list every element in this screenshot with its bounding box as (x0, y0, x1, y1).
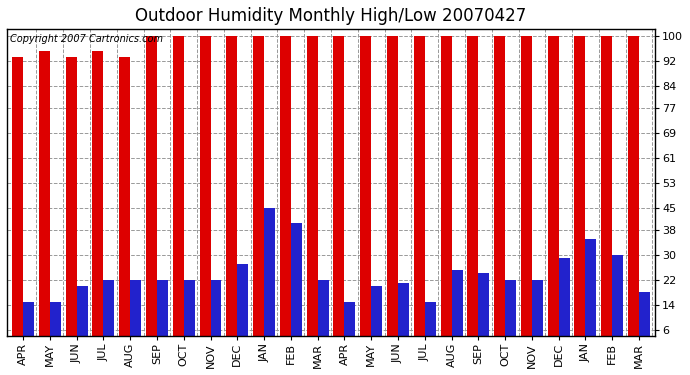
Bar (130, 280, 141, 349)
Bar (66, 57, 77, 349)
Bar (548, 36, 559, 349)
Bar (306, 36, 317, 349)
Bar (414, 36, 425, 349)
Bar (146, 36, 157, 349)
Bar (253, 36, 264, 349)
Bar (291, 224, 302, 349)
Bar (92, 51, 104, 349)
Bar (184, 280, 195, 349)
Bar (612, 255, 623, 349)
Bar (505, 280, 516, 349)
Bar (104, 280, 115, 349)
Bar (601, 36, 612, 349)
Bar (39, 51, 50, 349)
Bar (344, 302, 355, 349)
Bar (639, 292, 650, 349)
Bar (532, 280, 543, 349)
Bar (398, 283, 409, 349)
Bar (559, 258, 570, 349)
Title: Outdoor Humidity Monthly High/Low 20070427: Outdoor Humidity Monthly High/Low 200704… (135, 7, 526, 25)
Bar (210, 280, 221, 349)
Bar (226, 36, 237, 349)
Bar (317, 280, 328, 349)
Bar (23, 302, 34, 349)
Bar (425, 302, 436, 349)
Bar (371, 286, 382, 349)
Bar (264, 208, 275, 349)
Bar (12, 57, 23, 349)
Bar (478, 273, 489, 349)
Bar (628, 36, 639, 349)
Bar (172, 36, 184, 349)
Bar (575, 36, 586, 349)
Bar (586, 239, 596, 349)
Bar (199, 36, 210, 349)
Bar (467, 36, 478, 349)
Bar (77, 286, 88, 349)
Bar (50, 302, 61, 349)
Bar (441, 36, 451, 349)
Bar (387, 36, 398, 349)
Bar (280, 36, 291, 349)
Bar (451, 270, 462, 349)
Bar (157, 280, 168, 349)
Bar (119, 57, 130, 349)
Bar (360, 36, 371, 349)
Bar (237, 264, 248, 349)
Bar (494, 36, 505, 349)
Text: Copyright 2007 Cartronics.com: Copyright 2007 Cartronics.com (10, 34, 164, 44)
Bar (521, 36, 532, 349)
Bar (333, 36, 344, 349)
